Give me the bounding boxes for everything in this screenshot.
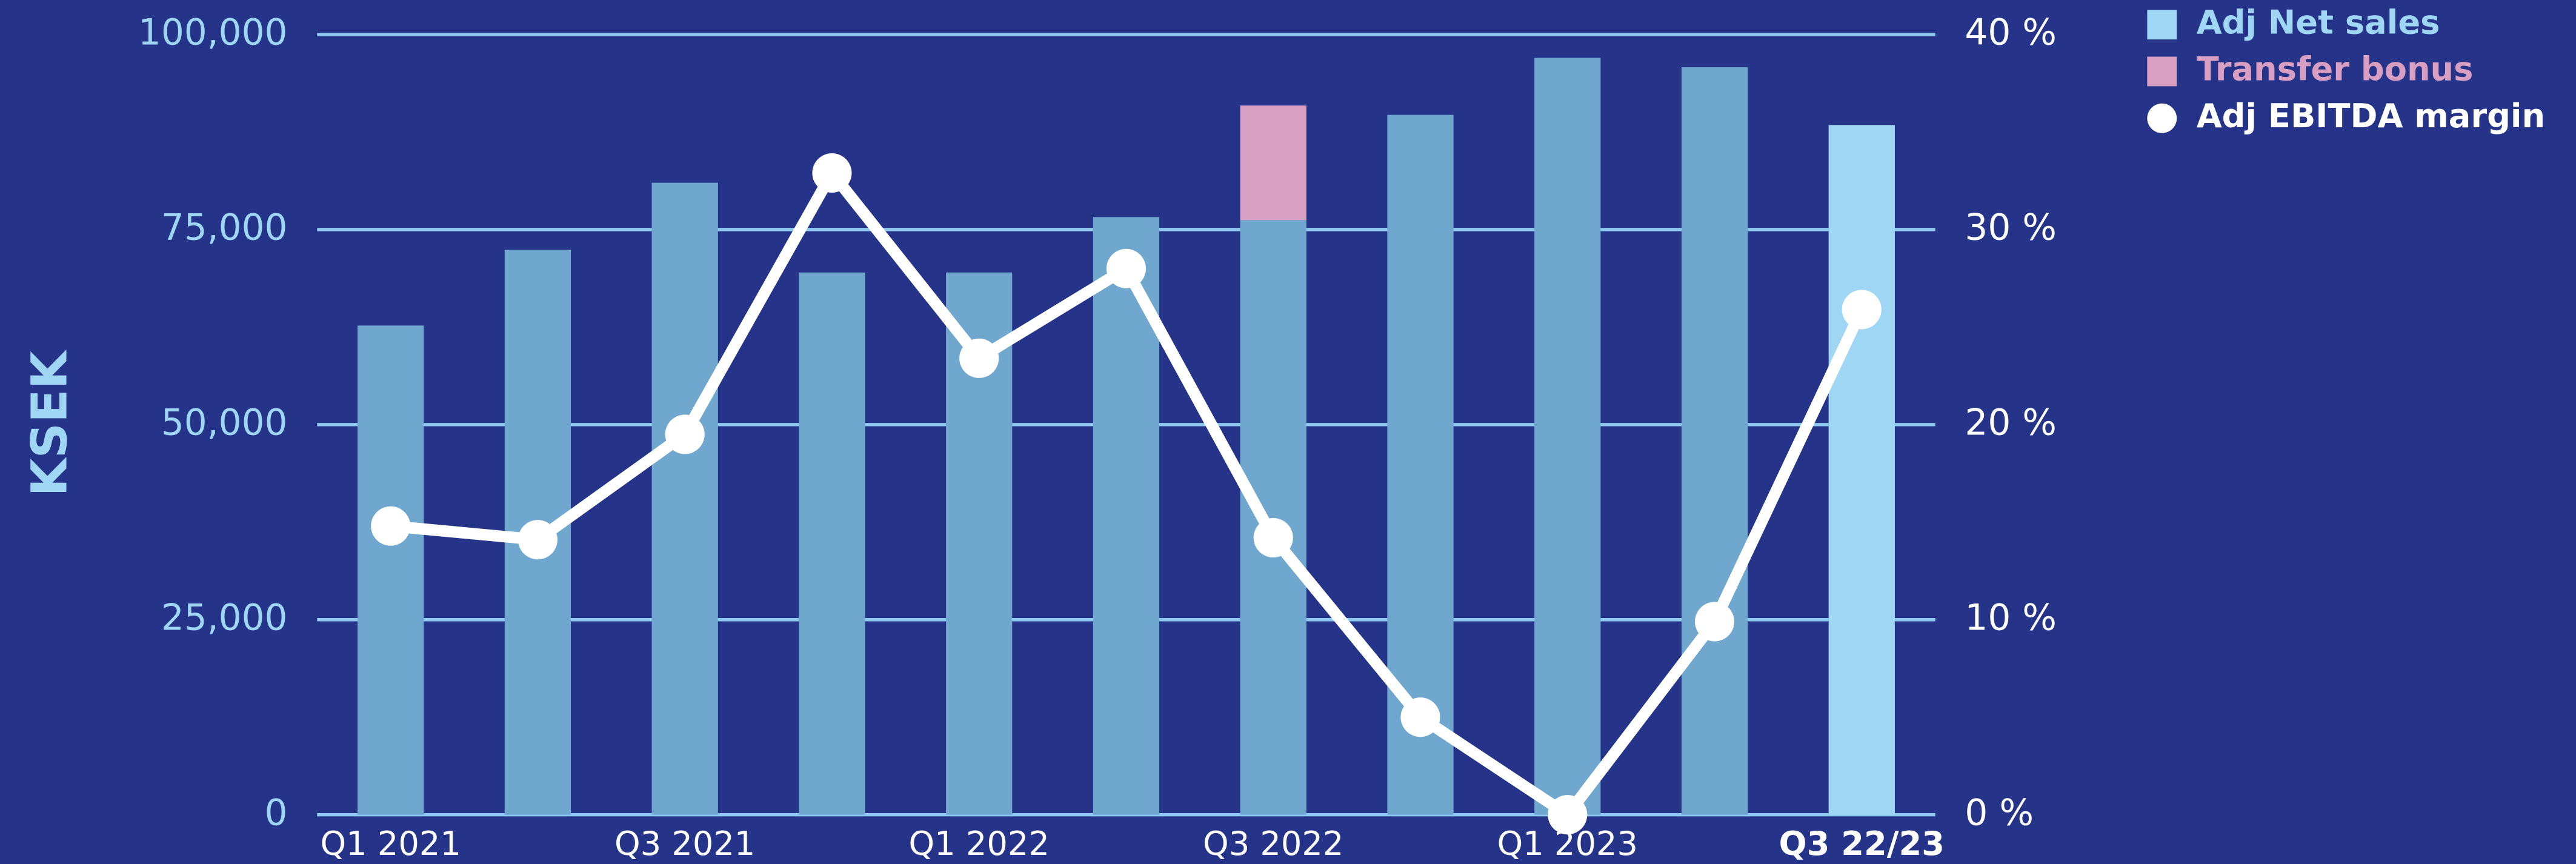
bar [651,182,718,815]
legend-marker [2147,56,2177,87]
bar [1240,220,1306,815]
y2-tick-label: 10 % [1965,597,2056,639]
point [1400,697,1440,737]
bar [1828,125,1895,815]
point [371,506,411,546]
bar [799,272,865,815]
y2-tick-label: 30 % [1965,207,2056,248]
point [1253,517,1293,558]
x-tick-label: Q1 2022 [909,825,1050,863]
legend-label: Transfer bonus [2197,50,2474,88]
bar [1681,67,1748,815]
point [959,338,999,378]
point [518,520,557,560]
legend-label: Adj EBITDA margin [2197,97,2545,135]
legend-label: Adj Net sales [2197,3,2440,41]
y-tick-label: 0 [265,792,288,834]
bar [1534,58,1601,815]
y-axis-label: KSEK [21,349,78,496]
point [812,153,852,193]
point [1694,602,1735,642]
point [665,414,705,454]
legend-marker [2147,103,2177,133]
x-tick-label: Q3 22/23 [1779,825,1945,863]
x-tick-label: Q1 2021 [320,825,461,863]
point [1106,248,1146,288]
y-tick-label: 50,000 [161,402,288,444]
x-tick-label: Q3 2021 [614,825,755,863]
y2-tick-label: 40 % [1965,12,2056,54]
point [1842,290,1882,330]
bar [1240,105,1306,221]
y2-tick-label: 20 % [1965,402,2056,444]
y2-tick-label: 0 % [1965,792,2034,834]
bar [358,325,424,815]
x-tick-label: Q3 2022 [1203,825,1343,863]
legend-marker [2147,10,2177,40]
point [1548,795,1588,835]
y-tick-label: 100,000 [138,12,288,54]
y-tick-label: 75,000 [161,207,288,248]
y-tick-label: 25,000 [161,597,288,639]
